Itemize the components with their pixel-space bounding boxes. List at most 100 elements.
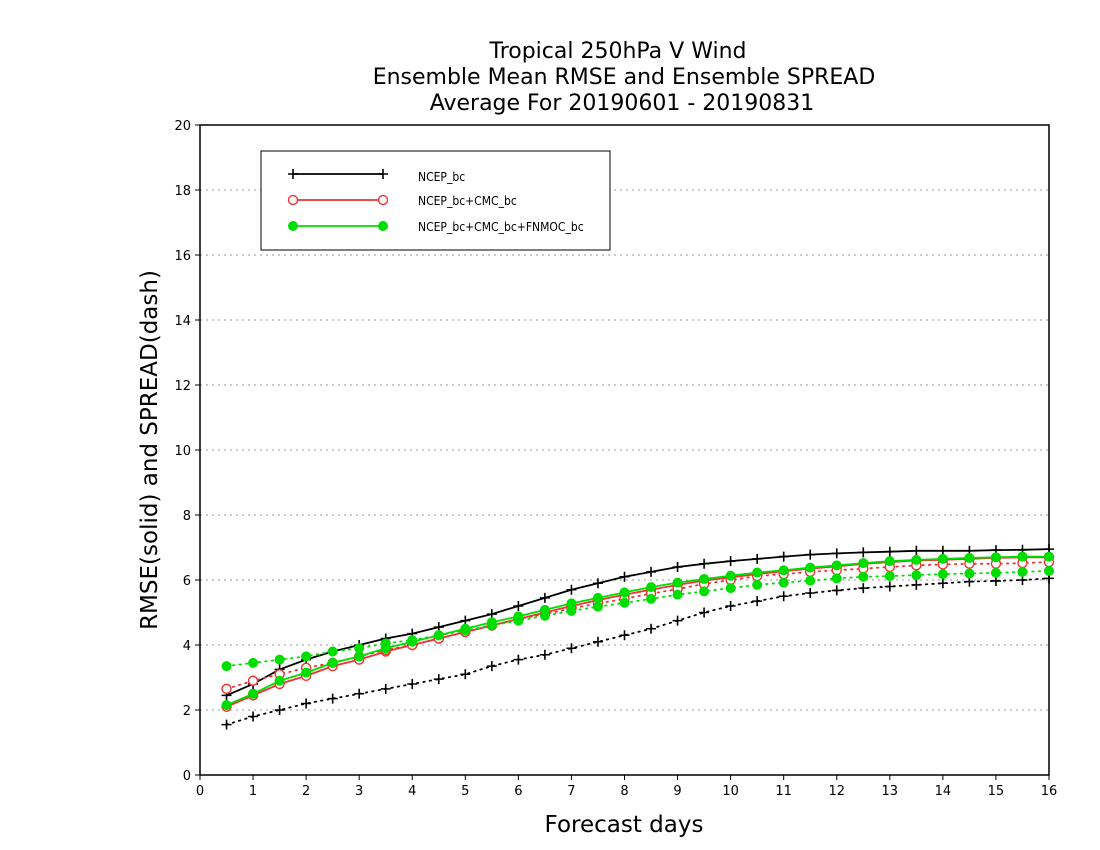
chart-title-line-2: Ensemble Mean RMSE and Ensemble SPREAD [373, 65, 876, 90]
spread-point-ncep-bc [778, 591, 789, 602]
spread-point-ncep-bc [274, 705, 285, 715]
rmse-point-ncep-bc [884, 546, 895, 557]
rmse-point-ncep-bc [752, 553, 763, 564]
rmse-point-ncep-bc [566, 584, 577, 595]
rmse-point-ncep-cmc-fnmoc [805, 562, 816, 573]
spread-point-ncep-bc [486, 661, 497, 672]
x-tick-label: 8 [620, 784, 628, 799]
rmse-point-ncep-cmc-fnmoc [699, 574, 710, 585]
rmse-point-ncep-bc [911, 545, 922, 556]
spread-point-ncep-cmc-fnmoc [433, 630, 444, 641]
spread-point-ncep-bc [380, 683, 391, 694]
rmse-point-ncep-bc [805, 549, 816, 560]
legend-marker-ncep-bc [288, 169, 298, 179]
y-tick-label: 12 [174, 379, 191, 394]
chart-title-line-1: Tropical 250hPa V Wind [488, 39, 746, 64]
spread-point-ncep-cmc-fnmoc [725, 583, 736, 594]
rmse-point-ncep-bc [513, 601, 524, 611]
x-tick-label: 9 [673, 784, 681, 799]
spread-line-ncep-bc [225, 577, 1050, 726]
y-tick-label: 8 [183, 509, 191, 524]
spread-point-ncep-cmc-fnmoc [752, 579, 763, 590]
rmse-point-ncep-cmc-fnmoc [831, 560, 842, 571]
spread-point-ncep-bc [884, 581, 895, 592]
y-tick-label: 6 [183, 574, 191, 589]
rmse-line-ncep-cmc-fnmoc [226, 555, 1049, 706]
spread-point-ncep-bc [539, 649, 550, 660]
legend-samples [287, 169, 389, 231]
series-ncep-cmc-fnmoc [221, 551, 1054, 711]
spread-point-ncep-bc [805, 588, 816, 598]
rmse-point-ncep-cmc-fnmoc [566, 598, 577, 609]
rmse-point-ncep-cmc-fnmoc [911, 554, 922, 565]
spread-point-ncep-cmc [221, 683, 232, 695]
spread-point-ncep-cmc-fnmoc [964, 568, 975, 579]
rmse-point-ncep-cmc-fnmoc [884, 556, 895, 567]
spread-point-ncep-cmc-fnmoc [274, 654, 285, 665]
spread-point-ncep-cmc-fnmoc [619, 597, 630, 608]
series-ncep-bc [221, 544, 1054, 730]
rmse-point-ncep-cmc-fnmoc [619, 587, 630, 598]
spread-point-ncep-cmc-fnmoc [248, 657, 259, 668]
x-axis-label: Forecast days [545, 812, 704, 838]
spread-point-ncep-bc [672, 615, 683, 626]
spread-point-ncep-cmc-fnmoc [858, 571, 869, 582]
legend-marker-ncep-bc [378, 169, 388, 179]
y-tick-label: 0 [183, 769, 191, 784]
spread-point-ncep-bc [460, 669, 471, 680]
spread-point-ncep-cmc-fnmoc [407, 635, 418, 646]
x-tick-label: 7 [567, 784, 575, 799]
y-axis-label: RMSE(solid) and SPREAD(dash) [137, 270, 163, 630]
spread-point-ncep-cmc-fnmoc [805, 575, 816, 586]
x-tick-label: 4 [408, 784, 416, 799]
legend-marker-ncep-cmc-fnmoc [378, 221, 388, 231]
legend-marker-ncep-cmc [287, 194, 299, 206]
rmse-point-ncep-cmc-fnmoc [248, 688, 259, 699]
rmse-point-ncep-bc [592, 578, 603, 589]
spread-point-ncep-cmc-fnmoc [937, 569, 948, 580]
rmse-point-ncep-cmc-fnmoc [301, 667, 312, 678]
spread-point-ncep-cmc-fnmoc [221, 661, 232, 672]
rmse-point-ncep-bc [619, 571, 630, 582]
spread-point-ncep-cmc-fnmoc [672, 589, 683, 600]
rmse-point-ncep-bc [646, 566, 657, 577]
x-tick-label: 15 [988, 784, 1005, 799]
rmse-point-ncep-bc [699, 558, 710, 569]
y-tick-label: 18 [174, 184, 191, 199]
spread-point-ncep-cmc-fnmoc [592, 601, 603, 612]
spread-point-ncep-bc [646, 623, 657, 634]
rmse-point-ncep-bc [725, 556, 736, 567]
rmse-point-ncep-cmc-fnmoc [672, 577, 683, 588]
spread-point-ncep-bc [301, 698, 312, 709]
rmse-point-ncep-cmc-fnmoc [592, 592, 603, 603]
spread-point-ncep-cmc-fnmoc [486, 620, 497, 631]
spread-line-ncep-cmc [225, 561, 1050, 690]
y-tick-label: 4 [183, 639, 191, 654]
rmse-point-ncep-cmc-fnmoc [990, 552, 1001, 563]
spread-point-ncep-cmc-fnmoc [990, 567, 1001, 578]
spread-point-ncep-bc [248, 711, 259, 722]
rmse-point-ncep-bc [778, 551, 789, 562]
spread-point-ncep-bc [937, 578, 948, 589]
spread-point-ncep-bc [433, 674, 444, 685]
x-tick-label: 14 [935, 784, 952, 799]
spread-point-ncep-bc [619, 630, 630, 641]
legend-label-ncep-cmc: NCEP_bc+CMC_bc [418, 194, 517, 208]
series [221, 544, 1055, 730]
rmse-point-ncep-cmc-fnmoc [725, 570, 736, 581]
spread-point-ncep-bc [513, 654, 524, 665]
spread-point-ncep-bc [327, 693, 338, 704]
spread-point-ncep-cmc-fnmoc [646, 593, 657, 604]
spread-point-ncep-bc [354, 688, 365, 699]
spread-point-ncep-cmc-fnmoc [380, 638, 391, 649]
spread-point-ncep-cmc [247, 675, 259, 686]
rmse-point-ncep-cmc-fnmoc [858, 558, 869, 569]
spread-point-ncep-cmc-fnmoc [778, 577, 789, 588]
rmse-point-ncep-cmc-fnmoc [327, 657, 338, 668]
spread-point-ncep-bc [566, 643, 577, 654]
legend-marker-ncep-cmc-fnmoc [288, 221, 298, 231]
rmse-point-ncep-bc [858, 547, 869, 558]
spread-point-ncep-cmc-fnmoc [911, 570, 922, 581]
